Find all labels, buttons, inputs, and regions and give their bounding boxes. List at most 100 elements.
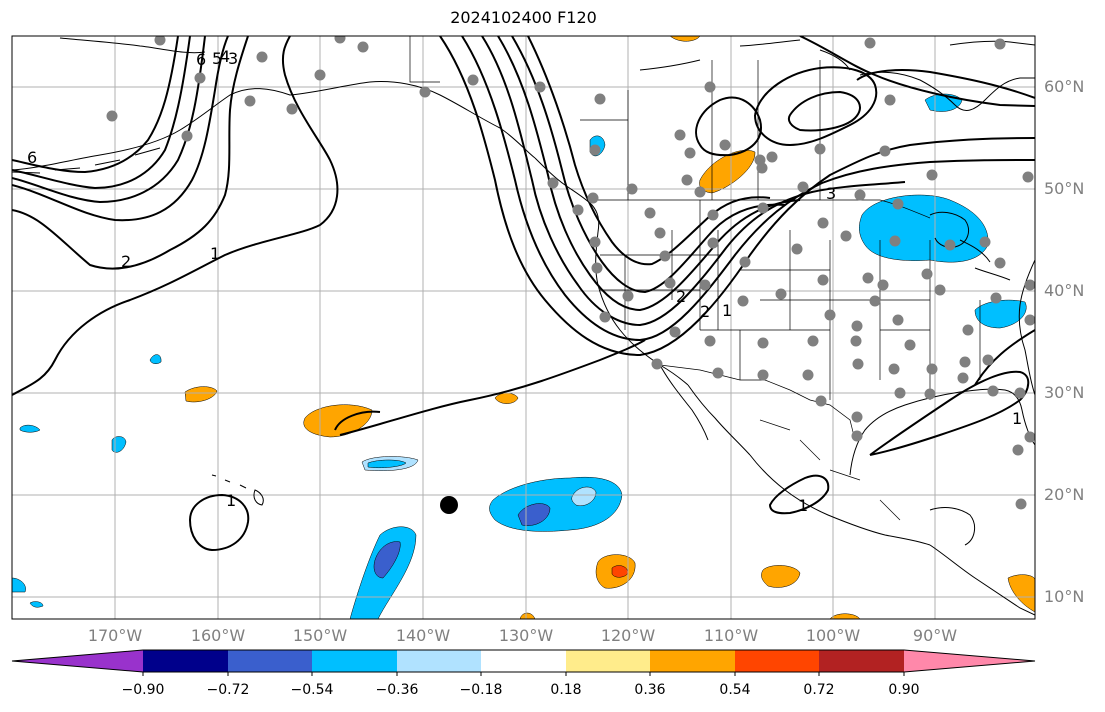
colorbar-tick: −0.54 (290, 682, 334, 698)
colorbar-segment (566, 650, 650, 672)
contour-label: 1 (722, 301, 732, 320)
lon-label-160w: 160°W (190, 626, 246, 645)
us-canada-border (598, 199, 931, 219)
colorbar-segment (735, 650, 819, 672)
contour-1-loop-pacific (334, 410, 381, 431)
lat-label-60n: 60°N (1044, 77, 1085, 96)
yucatan (929, 507, 976, 546)
mexico-west-coast (749, 454, 931, 546)
hawaii-loop (188, 493, 250, 552)
colorbar-segment (481, 650, 566, 672)
trough-contour-1 (439, 36, 1035, 357)
lat-label-20n: 20°N (1044, 485, 1085, 504)
lon-label-150w: 150°W (292, 626, 348, 645)
negative-anomaly-region (367, 459, 407, 469)
ridge-contour-2 (799, 36, 1035, 107)
colorbar-segment (904, 650, 1035, 672)
colorbar-tick: 0.18 (550, 682, 582, 698)
colorbar-tick: −0.90 (121, 682, 165, 698)
contour-1-pacific (12, 36, 339, 396)
lon-label-120w: 120°W (600, 626, 656, 645)
contour-label: 1 (210, 244, 220, 263)
lat-label-30n: 30°N (1044, 383, 1085, 402)
contour-label: 6 (27, 148, 37, 167)
contour-label: 4 (220, 47, 230, 66)
ridge-contour-5 (754, 66, 878, 147)
lon-label-170w: 170°W (87, 626, 143, 645)
colorbar-segment (650, 650, 735, 672)
light-negative-hole (571, 486, 597, 506)
trough-contour-3 (481, 36, 906, 327)
colorbar-tick: −0.36 (375, 682, 419, 698)
colorbar-tick: −0.72 (206, 682, 250, 698)
negative-anomaly-region (12, 577, 26, 593)
colorbar-tick: 0.36 (634, 682, 666, 698)
contour-label-group: 6 5 4 3 2 1 6 3 2 1 2 1 1 1 (27, 47, 1022, 515)
colorbar (11, 649, 1036, 676)
east-coast-contour-2 (974, 329, 1035, 386)
alaska-coast (12, 81, 536, 171)
colorbar-segment (143, 650, 228, 672)
positive-anomaly-region (494, 392, 519, 404)
alaska-northwest (59, 37, 206, 54)
lon-label-130w: 130°W (498, 626, 554, 645)
hawaii-islands (211, 474, 264, 506)
colorbar-tick: 0.54 (719, 682, 751, 698)
colorbar-segment (819, 650, 904, 672)
contour-label: 5 (212, 49, 222, 68)
contour-6-pacific (12, 36, 179, 174)
contour-label: 3 (826, 184, 836, 203)
colorbar-tick: 0.90 (888, 682, 920, 698)
lon-label-90w: 90°W (912, 626, 958, 645)
contour-5-pacific (12, 36, 191, 190)
negative-anomaly-region (29, 601, 44, 608)
trough-contour-4 (497, 36, 801, 312)
colorbar-segment (312, 650, 397, 672)
contour-label: 2 (121, 252, 131, 271)
hudson-bay (859, 71, 1035, 111)
trough-contour-2 (461, 36, 1035, 342)
alaska-canada-border (409, 36, 440, 83)
station-markers (106, 36, 1035, 510)
lon-label-140w: 140°W (395, 626, 451, 645)
negative-anomaly-region (19, 424, 41, 433)
lat-label-40n: 40°N (1044, 281, 1085, 300)
contour-label: 2 (676, 287, 686, 306)
figure-title: 2024102400 F120 (450, 8, 597, 27)
negative-anomaly-region (149, 354, 162, 364)
contour-3-pacific (12, 36, 229, 222)
contour-label: 2 (700, 302, 710, 321)
contour-label: 6 (196, 50, 206, 69)
contour-1-extension (339, 339, 646, 436)
ridge-contour-3 (856, 69, 1035, 99)
lat-label-10n: 10°N (1044, 587, 1085, 606)
ridge-contour-4 (787, 90, 861, 132)
baja-california (659, 364, 751, 456)
ridge-contour-6 (695, 96, 762, 157)
east-coast-loop (869, 370, 1030, 456)
political-borders (409, 36, 981, 521)
mexico-loop (768, 474, 830, 515)
central-america (929, 544, 1035, 616)
gulf-coast (849, 388, 1035, 476)
contour-label: 3 (228, 49, 238, 68)
negative-anomaly-region (859, 194, 989, 263)
contour-lines (12, 36, 1035, 552)
colorbar-tick: −0.18 (459, 682, 503, 698)
contour-label: 1 (1012, 409, 1022, 428)
contour-label: 1 (226, 491, 236, 510)
contour-4-pacific (12, 36, 206, 204)
positive-anomaly-region (184, 386, 218, 403)
storm-marker (440, 496, 458, 514)
map-background (12, 36, 1035, 619)
great-lakes (929, 211, 1011, 281)
mexico-states (759, 419, 901, 521)
canada-arctic (639, 39, 1035, 71)
positive-anomaly-region (761, 565, 801, 588)
colorbar-segment (12, 650, 143, 672)
colorbar-segment (228, 650, 312, 672)
trough-contour-5 (511, 36, 786, 294)
colorbar-segment (397, 650, 481, 672)
contour-2-pacific (12, 36, 249, 270)
